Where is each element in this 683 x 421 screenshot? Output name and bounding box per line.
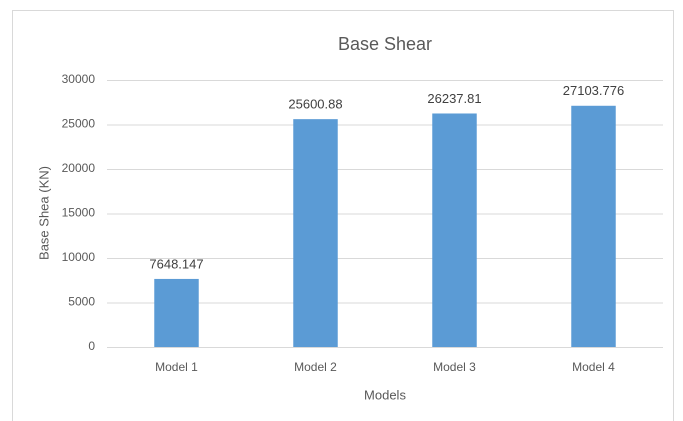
- chart-title: Base Shear: [338, 34, 432, 54]
- x-axis-label: Models: [364, 387, 406, 402]
- bar: [154, 278, 199, 347]
- y-axis-label: Base Shea (KN): [36, 166, 51, 260]
- x-tick-label: Model 1: [155, 360, 198, 374]
- data-label: 7648.147: [149, 256, 203, 271]
- y-tick-label: 15000: [62, 206, 96, 220]
- y-tick-label: 20000: [62, 161, 96, 175]
- y-tick-label: 10000: [62, 250, 96, 264]
- y-tick-label: 5000: [68, 295, 95, 309]
- data-label: 26237.81: [427, 91, 481, 106]
- bar: [293, 119, 338, 348]
- bar: [432, 113, 477, 347]
- x-tick-label: Model 3: [433, 360, 476, 374]
- bar: [571, 105, 616, 347]
- y-tick-label: 25000: [62, 117, 96, 131]
- chart-border: [12, 10, 674, 421]
- data-label: 27103.776: [563, 83, 624, 98]
- x-tick-label: Model 4: [572, 360, 615, 374]
- y-tick-label: 0: [88, 339, 95, 353]
- y-tick-label: 30000: [62, 72, 96, 86]
- data-label: 25600.88: [288, 97, 342, 112]
- x-tick-label: Model 2: [294, 360, 337, 374]
